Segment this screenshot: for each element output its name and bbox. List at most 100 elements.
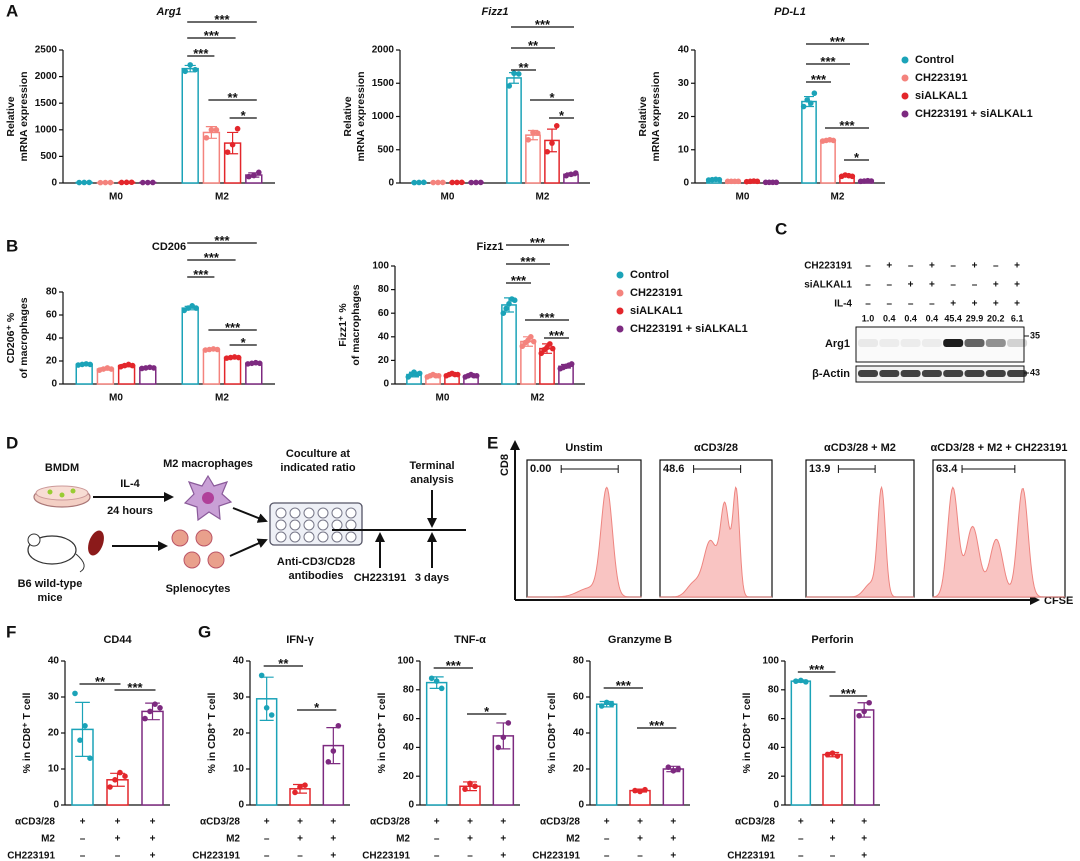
blot-band [858, 339, 878, 347]
data-point [214, 346, 221, 353]
blot-frame [855, 326, 1025, 363]
data-point [528, 334, 534, 340]
data-point [297, 784, 303, 790]
bar [820, 139, 836, 184]
panel-label: G [198, 622, 211, 641]
flow-gate [961, 465, 1016, 473]
condition-label: CH223191 [192, 851, 240, 861]
data-point [108, 366, 115, 372]
blot-band [985, 370, 1006, 377]
y-axis-label: % in CD8⁺ T cell [546, 693, 558, 774]
condition-sign: + [798, 817, 804, 828]
condition-sign: + [500, 817, 506, 828]
data-point [256, 360, 263, 367]
x-tick-label: M2 [531, 393, 545, 404]
diagram-label: analysis [410, 474, 453, 486]
data-point [420, 179, 427, 186]
blot-sign: + [929, 261, 935, 272]
significance-label: *** [193, 46, 209, 61]
condition-label: CH223191 [532, 851, 580, 861]
chart-title: PD-L1 [774, 6, 806, 18]
diagram-label: BMDM [45, 462, 79, 474]
condition-label: αCD3/28 [370, 817, 410, 828]
significance-label: *** [446, 658, 462, 673]
data-point [568, 361, 575, 367]
panel-label: B [6, 236, 18, 255]
data-point [235, 354, 242, 361]
data-point [87, 755, 93, 761]
data-point [152, 701, 158, 707]
y-tick-label: 20 [233, 728, 245, 739]
data-point [675, 766, 682, 772]
cell [47, 489, 53, 495]
data-point [187, 62, 193, 68]
data-point [803, 679, 809, 685]
y-tick-label: 60 [403, 713, 415, 724]
condition-label: M2 [566, 834, 580, 845]
data-point [572, 170, 579, 176]
y-axis-label: mRNA expression [18, 71, 30, 161]
condition-label: αCD3/28 [735, 817, 775, 828]
blot-quantification: 45.4 [944, 313, 962, 323]
significance-label: * [559, 108, 565, 123]
diagram-label: antibodies [288, 570, 343, 582]
well [289, 531, 301, 543]
arrow [229, 538, 268, 557]
splenocyte [207, 551, 225, 569]
condition-sign: + [830, 817, 836, 828]
error-bar [75, 701, 90, 757]
spleen [88, 530, 104, 556]
y-tick-label: 80 [573, 656, 585, 667]
condition-sign: + [861, 817, 867, 828]
y-tick-label: 10 [678, 144, 690, 155]
diagram-label: 3 days [415, 572, 449, 584]
blot-band-label: Arg1 [825, 338, 850, 350]
data-point [150, 179, 156, 186]
condition-sign: + [264, 817, 270, 828]
data-point [754, 178, 761, 185]
x-tick-label: M0 [441, 192, 455, 203]
data-point [544, 148, 551, 155]
data-point [72, 690, 78, 697]
y-axis-label: Relative [342, 96, 354, 136]
legend-label: Control [915, 54, 954, 66]
bar [181, 67, 199, 184]
data-point [549, 345, 556, 352]
blot-sign: – [972, 280, 978, 291]
well [303, 531, 315, 543]
y-tick-label: 2000 [35, 71, 58, 82]
well [317, 519, 329, 531]
data-point [798, 677, 804, 684]
flow-gate [837, 465, 876, 473]
blot-quantification: 0.4 [904, 313, 917, 323]
mouse-body [27, 535, 77, 565]
condition-sign: + [115, 817, 121, 828]
x-tick-label: M2 [215, 192, 229, 203]
y-tick-label: 0 [383, 379, 389, 390]
y-tick-label: 40 [48, 656, 60, 667]
flow-gate-value: 13.9 [809, 463, 830, 475]
y-tick-label: 20 [48, 728, 60, 739]
data-point [861, 708, 867, 715]
significance-label: *** [225, 320, 241, 335]
blot-band [1007, 339, 1028, 347]
legend-label: siALKAL1 [915, 90, 968, 102]
data-point [86, 179, 92, 186]
data-point [439, 179, 446, 186]
significance-label: *** [539, 310, 555, 325]
y-tick-label: 80 [403, 684, 415, 695]
y-axis-label: % in CD8⁺ T cell [741, 693, 753, 774]
bar [202, 348, 221, 385]
condition-sign: – [80, 834, 86, 845]
legend-label: CH223191 + siALKAL1 [915, 108, 1033, 120]
data-point [500, 310, 507, 317]
data-point [665, 764, 672, 770]
condition-sign: + [830, 834, 836, 845]
condition-label: M2 [396, 834, 410, 845]
diagram-label: M2 macrophages [163, 458, 253, 470]
y-tick-label: 40 [378, 331, 390, 342]
data-point [330, 748, 337, 754]
y-tick-label: 20 [46, 356, 58, 367]
data-point [608, 701, 615, 707]
